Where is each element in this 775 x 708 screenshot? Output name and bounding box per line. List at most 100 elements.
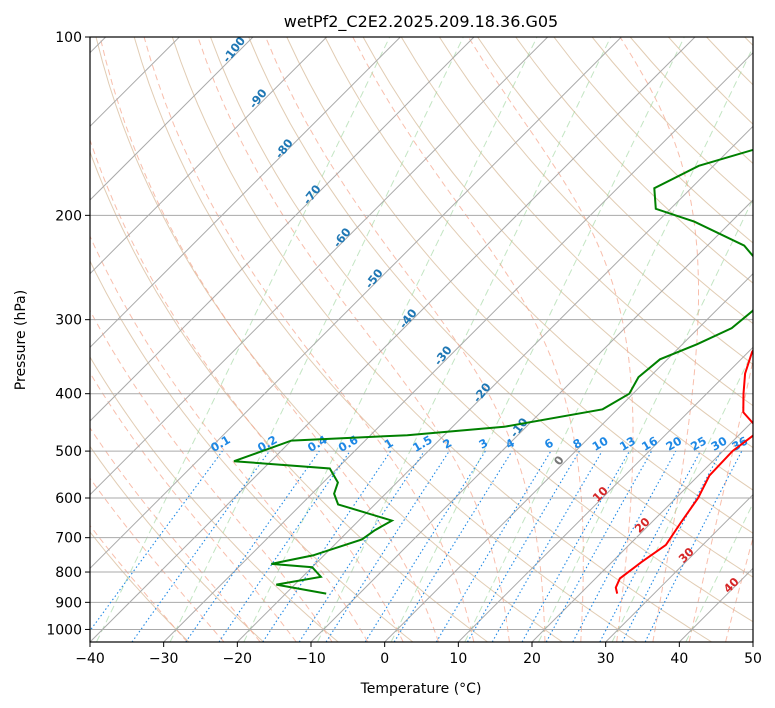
temperature-profile-line [614,348,753,594]
isohume-line [685,502,753,642]
y-tick-label: 100 [55,30,82,46]
isotherm-line [90,37,328,275]
x-tick-label: −40 [75,651,105,667]
moist-adiabat-line [90,477,225,642]
sounding-profiles [233,148,753,595]
y-axis-title: Pressure (hPa) [13,290,29,390]
x-tick-label: 20 [523,651,541,667]
isotherm-line [90,37,254,201]
moist-adiabat-line [725,536,753,642]
isotherm-line [90,37,549,496]
moist-adiabat-line [99,37,439,642]
moist-adiabat-line [352,37,584,642]
mixing-ratio-label: 25 [688,434,709,454]
isotherm-line [90,37,622,570]
moist-adiabat-line [265,37,546,642]
dry-adiabat-line [362,37,753,449]
dry-adiabat-line [515,37,753,284]
moist-adiabat-line [688,358,753,642]
y-axis: 100 200 300 400 500 600 700 800 900 1000 [46,30,90,638]
moist-adiabat-line [90,524,188,642]
isohume-line [243,37,538,642]
isohume-line [611,350,753,642]
x-axis-title: Temperature (°C) [360,681,482,697]
mixing-ratio-label: 30 [709,434,730,454]
chart-title: wetPf2_C2E2.2025.209.18.36.G05 [284,12,558,32]
y-tick-label: 300 [55,313,82,329]
moist-adiabat-line [90,427,261,642]
moist-adiabat-line [90,371,297,642]
mixing-ratio-line [298,450,425,642]
isohume-line [390,37,685,642]
isotherm-line [384,272,753,642]
y-tick-label: 200 [55,208,82,224]
mixing-ratio-label: 10 [590,434,611,454]
moist-adiabat-line [90,234,369,642]
plot-frame [89,36,754,643]
dry-adiabat-line [95,37,563,642]
x-tick-label: −10 [296,651,326,667]
dry-adiabat-line [477,37,753,325]
isohume-line [317,37,612,642]
y-tick-label: 600 [55,491,82,507]
dry-adiabat-line [90,150,488,642]
mixing-ratio-line [644,450,743,642]
mixing-ratio-line [545,450,653,642]
y-tick-label: 500 [55,444,82,460]
y-tick-label: 800 [55,565,82,581]
moist-adiabat-line [197,37,510,642]
mixing-ratio-line [325,450,450,642]
isotherm-line [90,37,401,349]
isotherm-line [605,493,753,642]
isohume-line [169,37,464,642]
isotherm-line [457,346,753,642]
dry-adiabat-line [133,37,638,642]
isohume-line [464,46,753,642]
moist-adiabat-line [143,37,475,642]
isotherm-line [90,37,696,642]
x-tick-label: 10 [449,651,467,667]
mixing-ratio-label: 13 [617,434,638,454]
moist-adiabat-line [619,37,699,642]
x-tick-label: 30 [597,651,615,667]
dry-adiabat-line [248,37,753,578]
mixing-ratio-line [218,450,351,642]
x-tick-label: 0 [380,651,389,667]
isohume-line [96,37,391,642]
y-tick-label: 1000 [46,622,82,638]
background-reference-lines [90,37,753,642]
y-tick-label: 700 [55,531,82,547]
x-tick-label: 50 [744,651,762,667]
dry-adiabat-line [400,37,753,407]
y-tick-label: 900 [55,595,82,611]
isotherm-line [90,37,475,422]
y-tick-label: 400 [55,387,82,403]
isotherm-line [236,125,753,642]
mixing-ratio-line [131,450,270,642]
mixing-ratio-line [90,450,223,632]
isohume-line [538,198,753,642]
isotherm-line [310,199,753,642]
dewpoint-profile-line [233,148,753,595]
x-tick-label: −20 [223,651,253,667]
mixing-ratio-label: 20 [663,434,684,454]
dry-adiabat-line [438,37,753,366]
x-tick-label: −30 [149,651,179,667]
mixing-ratio-line [262,450,392,642]
dry-adiabat-line [324,37,753,491]
mixing-ratio-line [185,450,320,642]
dry-adiabat-line [90,356,339,642]
dry-adiabat-line [90,531,190,642]
moist-adiabat-line [90,309,333,642]
isotherm-line [163,51,753,642]
mixing-ratio-label: 16 [639,434,660,454]
x-axis: −40 −30 −20 −10 0 10 20 30 40 50 [75,642,762,667]
mixing-ratio-line [521,450,630,642]
moist-adiabat-line [90,138,404,642]
dry-adiabat-line [210,37,753,623]
x-tick-label: 40 [670,651,688,667]
dry-adiabat-line [90,445,264,642]
mixing-ratio-line [393,450,513,642]
